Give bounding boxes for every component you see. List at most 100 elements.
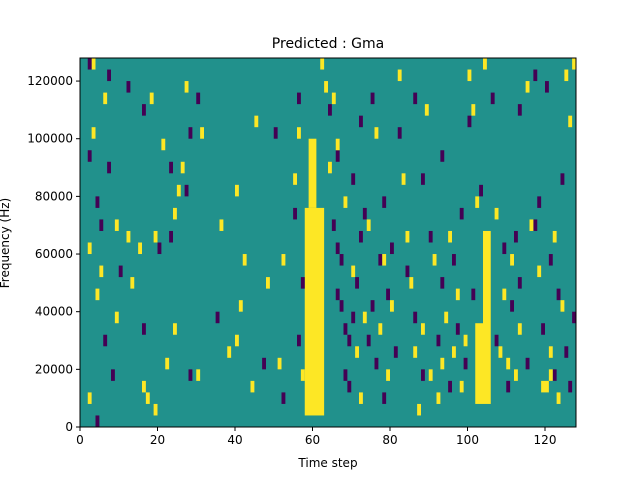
heatmap-cell [297, 334, 301, 347]
y-tick-label: 20000 [35, 362, 73, 376]
heatmap-cell [548, 254, 553, 266]
heatmap-cell [91, 58, 96, 70]
heatmap-cell [335, 150, 340, 162]
heatmap-cell [335, 242, 340, 255]
heatmap-cell [138, 242, 142, 255]
heatmap-cell [386, 288, 390, 301]
heatmap-cell [479, 184, 483, 197]
heatmap-cell [173, 207, 177, 220]
heatmap-cell [421, 173, 425, 185]
heatmap-cell [188, 127, 193, 139]
heatmap-cell [103, 92, 108, 105]
heatmap-cell [432, 254, 437, 266]
y-tick-label: 60000 [35, 247, 73, 261]
heatmap-cell [118, 265, 123, 278]
chart-title: Predicted : Gma [272, 36, 384, 52]
heatmap-cell [564, 69, 569, 82]
heatmap-cell [91, 127, 96, 139]
heatmap-cell [390, 242, 394, 255]
heatmap-cell [331, 92, 336, 105]
heatmap-cell [382, 196, 387, 208]
heatmap-cell [541, 380, 545, 393]
heatmap-cell [293, 173, 297, 185]
heatmap-cell [548, 346, 553, 358]
heatmap-cell [440, 357, 445, 370]
heatmap-cell [393, 346, 398, 358]
heatmap-cell [153, 230, 158, 243]
heatmap-cell [560, 300, 565, 312]
heatmap-cell [103, 334, 108, 347]
heatmap-cell [169, 230, 173, 243]
heatmap-cell [87, 150, 92, 162]
heatmap-cell [339, 254, 344, 266]
y-tick-label: 120000 [27, 74, 73, 88]
heatmap-cell [409, 277, 414, 289]
heatmap-cell [242, 254, 247, 266]
heatmap-cell [343, 196, 348, 208]
heatmap-cell [370, 300, 375, 312]
heatmap-cell [514, 230, 518, 243]
heatmap-cell [510, 300, 514, 312]
heatmap-cell [126, 81, 131, 93]
heatmap-cell [362, 311, 367, 324]
y-axis-label: Frequency (Hz) [0, 198, 12, 289]
heatmap-cell [359, 230, 363, 243]
heatmap-cell [452, 346, 456, 358]
heatmap-cell [277, 357, 282, 370]
heatmap-cell [114, 219, 119, 231]
heatmap-cell [421, 369, 425, 381]
heatmap-cell [351, 311, 356, 324]
heatmap-cell [455, 323, 460, 335]
heatmap-background [80, 58, 576, 427]
heatmap-cell [347, 334, 352, 347]
heatmap-cell [200, 127, 204, 139]
heatmap-cell [297, 92, 301, 105]
heatmap-cell [483, 58, 487, 70]
heatmap-cell [188, 369, 193, 381]
heatmap-cell [95, 415, 100, 427]
heatmap-cell [145, 392, 150, 404]
x-tick-label: 0 [76, 433, 84, 447]
heatmap-cell [273, 127, 278, 139]
heatmap-cell [537, 265, 542, 278]
heatmap-cell [366, 219, 371, 231]
heatmap-cell [448, 380, 452, 393]
heatmap-cell [266, 277, 270, 289]
heatmap-cell [87, 242, 92, 255]
heatmap-cell [471, 104, 476, 116]
heatmap-cell [541, 323, 545, 335]
heatmap-cell [552, 369, 557, 381]
heatmap-cell [281, 392, 286, 404]
heatmap-cell [95, 196, 100, 208]
heatmap-cell [448, 230, 452, 243]
heatmap-cell [347, 380, 352, 393]
heatmap-cell [378, 323, 383, 335]
heatmap-cell [572, 58, 576, 70]
heatmap-cell [355, 346, 359, 358]
heatmap-cell [568, 115, 573, 128]
heatmap-cell [533, 69, 538, 82]
heatmap-cell [440, 150, 445, 162]
heatmap-cell [359, 115, 363, 128]
heatmap-cell [196, 369, 201, 381]
heatmap-cell [514, 369, 518, 381]
heatmap-cell [359, 392, 363, 404]
heatmap-cell [300, 369, 305, 381]
heatmap-cell [153, 403, 158, 416]
heatmap-cell [428, 230, 433, 243]
heatmap-cell [525, 357, 530, 370]
heatmap-band-1 [308, 138, 317, 208]
heatmap-cell [215, 311, 220, 324]
plot-frame [79, 57, 577, 428]
heatmap-cell [506, 357, 511, 370]
x-tick-label: 100 [456, 433, 479, 447]
heatmap-cell [374, 127, 379, 139]
heatmap-cell [525, 81, 530, 93]
heatmap-cell [176, 184, 181, 197]
heatmap-cell [436, 392, 441, 404]
heatmap-cell [300, 277, 305, 289]
heatmap-cell [417, 403, 421, 416]
heatmap-cell [397, 69, 402, 82]
heatmap-cell [324, 81, 328, 93]
heatmap-cell [142, 104, 146, 116]
